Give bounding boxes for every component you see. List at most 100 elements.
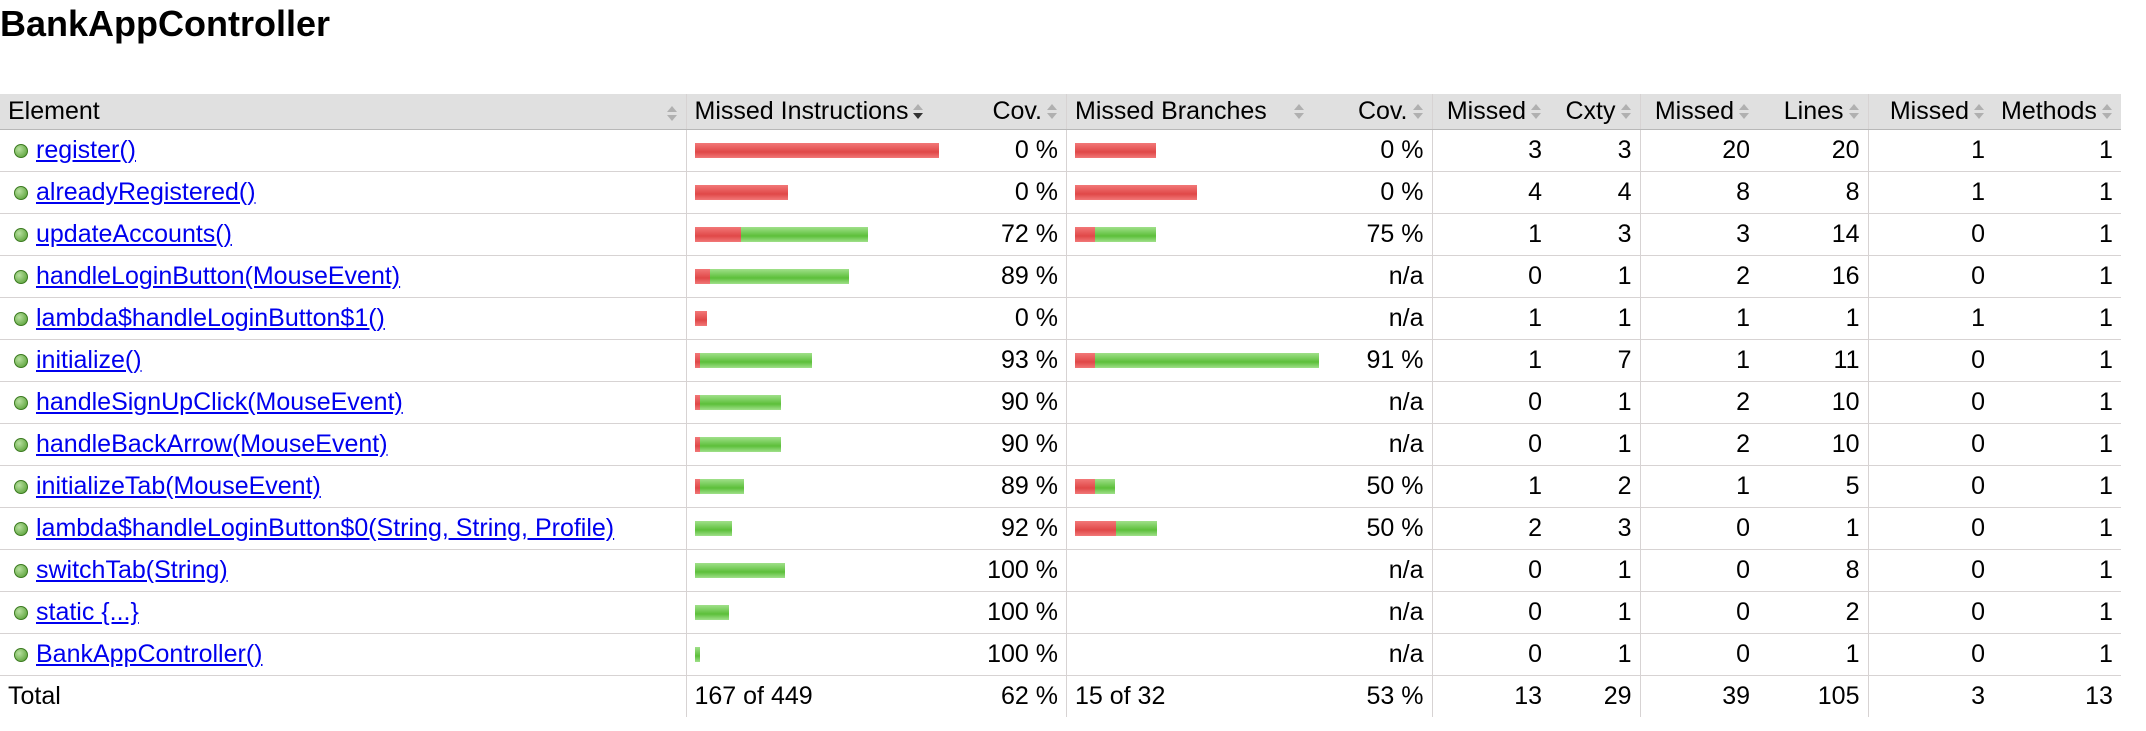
col-missed-branches[interactable]: Missed Branches (1066, 94, 1327, 130)
branches-bar-cell (1066, 423, 1327, 466)
lines: 8 (1758, 549, 1868, 592)
method-icon (14, 354, 28, 369)
lines: 11 (1758, 339, 1868, 382)
instr-coverage: 100 % (946, 633, 1067, 676)
instructions-coverage-bar (694, 256, 939, 297)
branches-missed-segment (1075, 353, 1095, 368)
branches-missed-segment (1075, 227, 1095, 242)
method-link[interactable]: initializeTab(MouseEvent) (36, 472, 321, 500)
method-link[interactable]: handleSignUpClick(MouseEvent) (36, 388, 403, 416)
sort-icon (666, 105, 678, 123)
header-row: Element Missed Instructions Cov. Missed … (0, 94, 2121, 130)
table-body: register() 0 % 0 % 3 3 20 20 1 1 alreadyRegistere… (0, 129, 2121, 676)
branch-coverage: 0 % (1327, 171, 1432, 214)
methods: 1 (1993, 255, 2121, 298)
sort-icon (1848, 103, 1860, 121)
missed-cxty: 2 (1431, 507, 1550, 550)
method-link[interactable]: updateAccounts() (36, 220, 232, 248)
sort-icon (1620, 103, 1632, 121)
cxty: 1 (1550, 591, 1640, 634)
branches-covered-segment (1095, 227, 1156, 242)
branch-coverage: 50 % (1327, 507, 1432, 550)
col-lines[interactable]: Lines (1758, 94, 1868, 130)
col-element[interactable]: Element (0, 94, 686, 130)
table-row: initialize() 93 % 91 % 1 7 1 11 0 1 (0, 339, 2121, 382)
method-link[interactable]: BankAppController() (36, 640, 263, 668)
missed-lines: 0 (1639, 507, 1758, 550)
total-row: Total 167 of 449 62 % 15 of 32 53 % 13 2… (0, 675, 2121, 717)
missed-cxty: 3 (1431, 129, 1550, 172)
methods: 1 (1993, 381, 2121, 424)
branch-coverage: 91 % (1327, 339, 1432, 382)
branches-bar-cell (1066, 507, 1327, 550)
lines: 2 (1758, 591, 1868, 634)
missed-methods: 1 (1867, 171, 1993, 214)
lines: 10 (1758, 423, 1868, 466)
sort-icon (2101, 103, 2113, 121)
total-missed-cxty: 13 (1431, 675, 1550, 717)
col-missed-lines[interactable]: Missed (1639, 94, 1758, 130)
col-branch-coverage[interactable]: Cov. (1327, 94, 1432, 130)
missed-lines: 3 (1639, 213, 1758, 256)
col-missed-instructions[interactable]: Missed Instructions (685, 94, 947, 130)
instructions-missed-segment (694, 353, 700, 368)
method-link[interactable]: initialize() (36, 346, 142, 374)
method-link[interactable]: handleBackArrow(MouseEvent) (36, 430, 388, 458)
missed-cxty: 0 (1431, 591, 1550, 634)
element-cell: static {...} (0, 591, 686, 634)
lines: 5 (1758, 465, 1868, 508)
lines: 1 (1758, 297, 1868, 340)
method-link[interactable]: static {...} (36, 598, 139, 626)
branches-coverage-bar (1075, 466, 1319, 507)
instr-coverage: 0 % (946, 129, 1067, 172)
total-instr-coverage: 62 % (946, 675, 1067, 717)
method-link[interactable]: lambda$handleLoginButton$0(String, Strin… (36, 514, 615, 542)
branches-bar-cell (1066, 381, 1327, 424)
method-link[interactable]: register() (36, 136, 137, 164)
method-link[interactable]: switchTab(String) (36, 556, 228, 584)
col-missed-methods[interactable]: Missed (1867, 94, 1993, 130)
method-icon (14, 522, 28, 537)
instructions-missed-segment (694, 185, 788, 200)
instr-coverage: 89 % (946, 465, 1067, 508)
instructions-bar-cell (685, 465, 947, 508)
total-methods: 13 (1993, 675, 2121, 717)
method-link[interactable]: lambda$handleLoginButton$1() (36, 304, 385, 332)
instructions-bar-cell (685, 213, 947, 256)
method-link[interactable]: handleLoginButton(MouseEvent) (36, 262, 401, 290)
instructions-bar-cell (685, 381, 947, 424)
missed-lines: 2 (1639, 381, 1758, 424)
missed-methods: 0 (1867, 507, 1993, 550)
branches-coverage-bar (1075, 214, 1319, 255)
branches-bar-cell (1066, 297, 1327, 340)
col-cxty[interactable]: Cxty (1550, 94, 1640, 130)
missed-methods: 0 (1867, 213, 1993, 256)
col-methods[interactable]: Methods (1993, 94, 2121, 130)
col-instr-coverage[interactable]: Cov. (946, 94, 1067, 130)
method-icon (14, 606, 28, 621)
missed-cxty: 1 (1431, 297, 1550, 340)
element-cell: lambda$handleLoginButton$0(String, Strin… (0, 507, 686, 550)
instructions-covered-segment (694, 647, 700, 662)
branches-coverage-bar (1075, 508, 1319, 549)
branches-coverage-bar (1075, 256, 1319, 297)
methods: 1 (1993, 633, 2121, 676)
missed-methods: 0 (1867, 339, 1993, 382)
instructions-bar-cell (685, 129, 947, 172)
branches-missed-segment (1075, 479, 1095, 494)
col-missed-cxty[interactable]: Missed (1431, 94, 1550, 130)
branch-coverage: n/a (1327, 549, 1432, 592)
branch-coverage: 50 % (1327, 465, 1432, 508)
method-link[interactable]: alreadyRegistered() (36, 178, 256, 206)
instructions-coverage-bar (694, 382, 939, 423)
methods: 1 (1993, 423, 2121, 466)
missed-cxty: 1 (1431, 339, 1550, 382)
cxty: 3 (1550, 129, 1640, 172)
instructions-coverage-bar (694, 130, 939, 171)
branches-coverage-bar (1075, 634, 1319, 675)
missed-lines: 0 (1639, 633, 1758, 676)
lines: 1 (1758, 633, 1868, 676)
method-icon (14, 312, 28, 327)
branch-coverage: n/a (1327, 255, 1432, 298)
missed-lines: 1 (1639, 465, 1758, 508)
